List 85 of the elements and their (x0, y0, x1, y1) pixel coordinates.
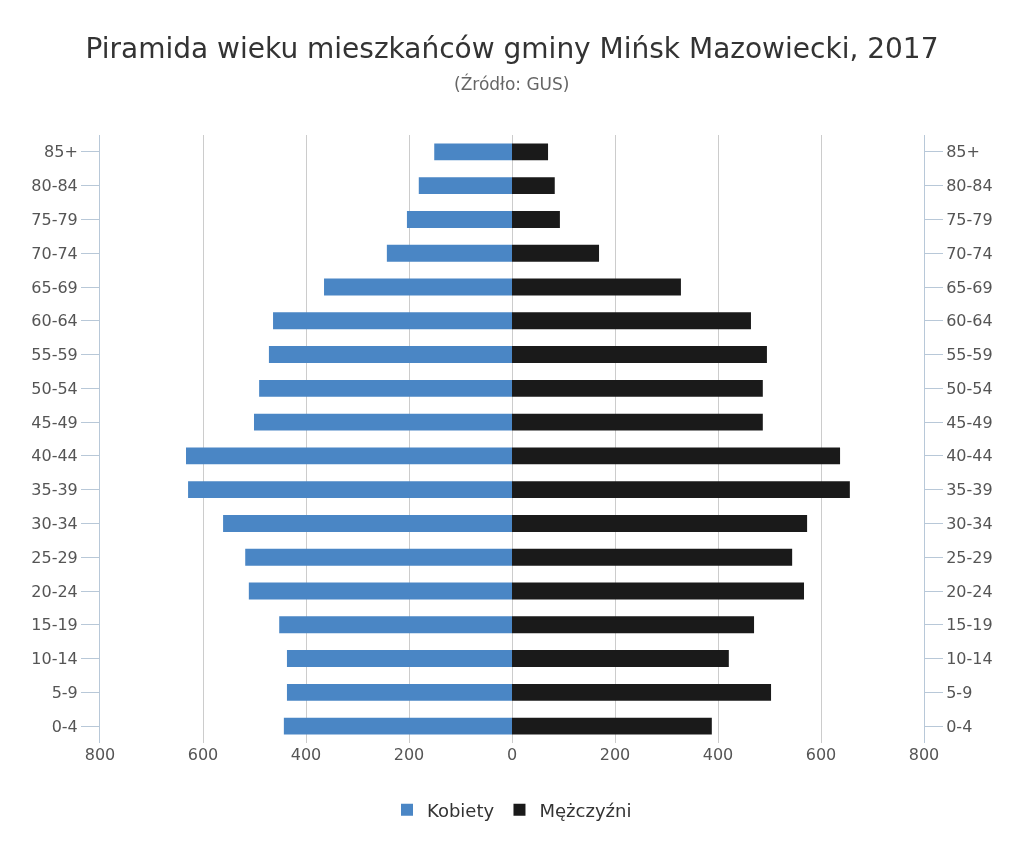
bar (286, 650, 512, 667)
bar (324, 278, 512, 296)
y-tick-label: 45-49 (31, 412, 78, 432)
y-tick-label: 15-19 (31, 615, 78, 635)
bar (512, 278, 681, 296)
y-tick-label: 60-64 (31, 311, 78, 331)
x-tick-label: 0 (506, 745, 518, 764)
bar (512, 413, 763, 431)
bar (512, 481, 850, 499)
category-label: 85+ (946, 142, 980, 162)
category-label: 20-24 (946, 581, 993, 601)
x-tick-label: 600 (805, 745, 837, 764)
bar (512, 616, 755, 634)
legend-label: Kobiety (427, 799, 495, 821)
x-tick-label: 600 (187, 745, 219, 764)
chart-title: Piramida wieku mieszkańców gminy Mińsk Mazowiecki, 2017 (85, 31, 939, 65)
bar (268, 346, 512, 363)
bar (512, 515, 808, 532)
bar (512, 582, 805, 600)
category-label: 0-4 (946, 716, 973, 736)
bar (512, 244, 600, 262)
bar (248, 582, 512, 600)
bar (245, 548, 512, 566)
x-tick-label: 200 (599, 745, 631, 764)
y-tick-label: 80-84 (31, 176, 78, 196)
bar (418, 177, 512, 195)
bar (279, 616, 512, 634)
bar (283, 717, 512, 735)
y-tick-label: 0-4 (51, 716, 78, 736)
category-label: 45-49 (946, 412, 993, 432)
x-tick-label: 800 (908, 745, 940, 764)
category-label: 25-29 (946, 547, 993, 567)
y-tick-label: 65-69 (31, 277, 78, 297)
bar (259, 379, 512, 397)
bar (512, 211, 560, 228)
y-tick-label: 5-9 (51, 682, 78, 702)
bar (406, 211, 512, 228)
x-tick-label: 200 (393, 745, 425, 764)
y-tick-label: 40-44 (31, 446, 78, 466)
bar (512, 143, 549, 161)
y-tick-label: 30-34 (31, 514, 78, 534)
legend-label: Mężczyźni (539, 799, 632, 821)
category-label: 65-69 (946, 277, 993, 297)
bar (434, 143, 512, 161)
y-tick-label: 55-59 (31, 345, 78, 365)
category-label: 15-19 (946, 615, 993, 635)
y-tick-label: 50-54 (31, 378, 78, 398)
y-tick-label: 35-39 (31, 480, 78, 500)
bar (386, 244, 512, 262)
bar (253, 413, 512, 431)
bar (512, 379, 763, 397)
category-label: 40-44 (946, 446, 993, 466)
bar (512, 312, 751, 330)
y-tick-label: 20-24 (31, 581, 78, 601)
y-tick-label: 85+ (44, 142, 78, 162)
x-tick-label: 400 (702, 745, 734, 764)
bar (512, 683, 772, 701)
y-tick-label: 10-14 (31, 649, 78, 669)
category-label: 10-14 (946, 649, 993, 669)
category-label: 5-9 (946, 682, 973, 702)
category-label: 70-74 (946, 243, 993, 263)
y-tick-label: 70-74 (31, 243, 78, 263)
category-label: 75-79 (946, 210, 993, 230)
x-tick-label: 800 (84, 745, 116, 764)
bar (286, 683, 512, 701)
bar (512, 177, 555, 195)
bar (512, 548, 793, 566)
category-label: 30-34 (946, 514, 993, 534)
category-label: 80-84 (946, 176, 993, 196)
category-label: 60-64 (946, 311, 993, 331)
bar (223, 515, 512, 532)
bar (512, 650, 729, 667)
bar (512, 346, 767, 363)
bar (188, 481, 512, 499)
y-tick-label: 25-29 (31, 547, 78, 567)
bar (512, 447, 841, 465)
bar (186, 447, 512, 465)
x-tick-label: 400 (290, 745, 322, 764)
category-label: 55-59 (946, 345, 993, 365)
category-label: 50-54 (946, 378, 993, 398)
y-tick-label: 75-79 (31, 210, 78, 230)
bar (512, 717, 712, 735)
bar (273, 312, 512, 330)
category-label: 35-39 (946, 480, 993, 500)
chart-subtitle: (Źródło: GUS) (454, 73, 570, 94)
